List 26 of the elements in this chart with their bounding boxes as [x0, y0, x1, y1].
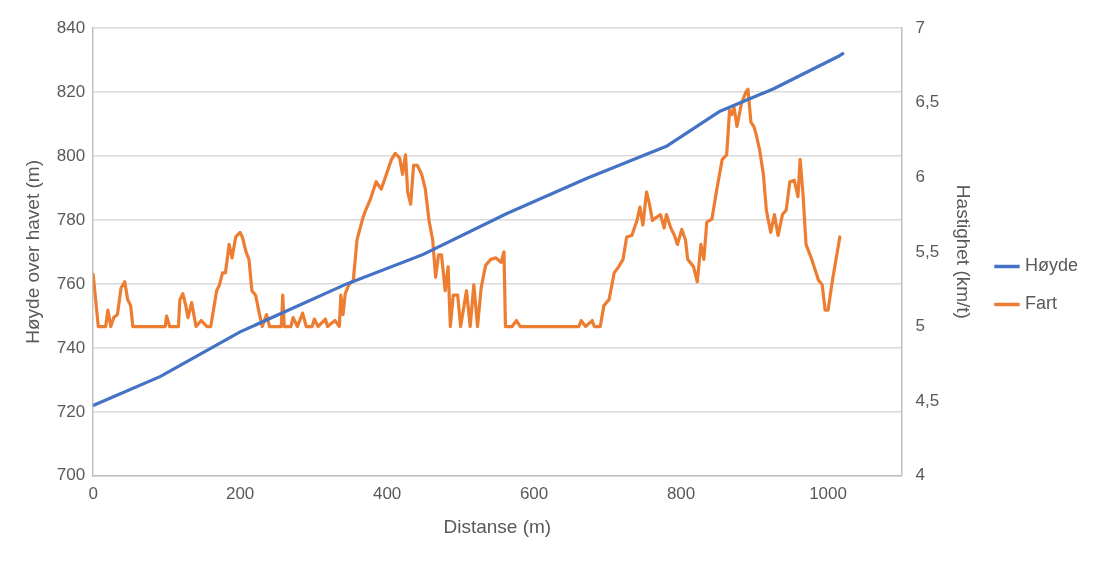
- y-tick-label: 820: [56, 81, 86, 101]
- y-tick-label: 760: [56, 273, 86, 293]
- y-tick-label: 780: [56, 209, 86, 229]
- x-tick-label: 600: [519, 483, 549, 503]
- y-tick-label: 800: [56, 145, 86, 165]
- x-tick-label: 1000: [809, 483, 847, 503]
- x-tick-label: 200: [225, 483, 255, 503]
- y2-tick-label: 6,5: [915, 92, 940, 112]
- x-tick-label: 800: [666, 483, 696, 503]
- y2-tick-label: 5: [915, 316, 926, 336]
- legend-label: Fart: [1024, 293, 1057, 314]
- y-tick-label: 720: [56, 401, 86, 421]
- y2-axis-title: Hastighet (km/t): [953, 184, 975, 319]
- y2-tick-label: 4: [915, 465, 926, 485]
- y2-tick-label: 4,5: [915, 390, 940, 410]
- x-tick-label: 0: [88, 483, 98, 503]
- y2-tick-label: 7: [915, 17, 926, 37]
- y-tick-label: 740: [56, 337, 86, 357]
- y2-tick-label: 6: [915, 166, 926, 186]
- y2-tick-label: 5,5: [915, 241, 940, 261]
- x-axis-title: Distanse (m): [443, 515, 552, 537]
- legend-label: Høyde: [1024, 255, 1078, 276]
- y-axis-title: Høyde over havet (m): [21, 160, 43, 344]
- y-tick-label: 840: [56, 17, 86, 37]
- x-tick-label: 400: [372, 483, 402, 503]
- y-tick-label: 700: [56, 465, 86, 485]
